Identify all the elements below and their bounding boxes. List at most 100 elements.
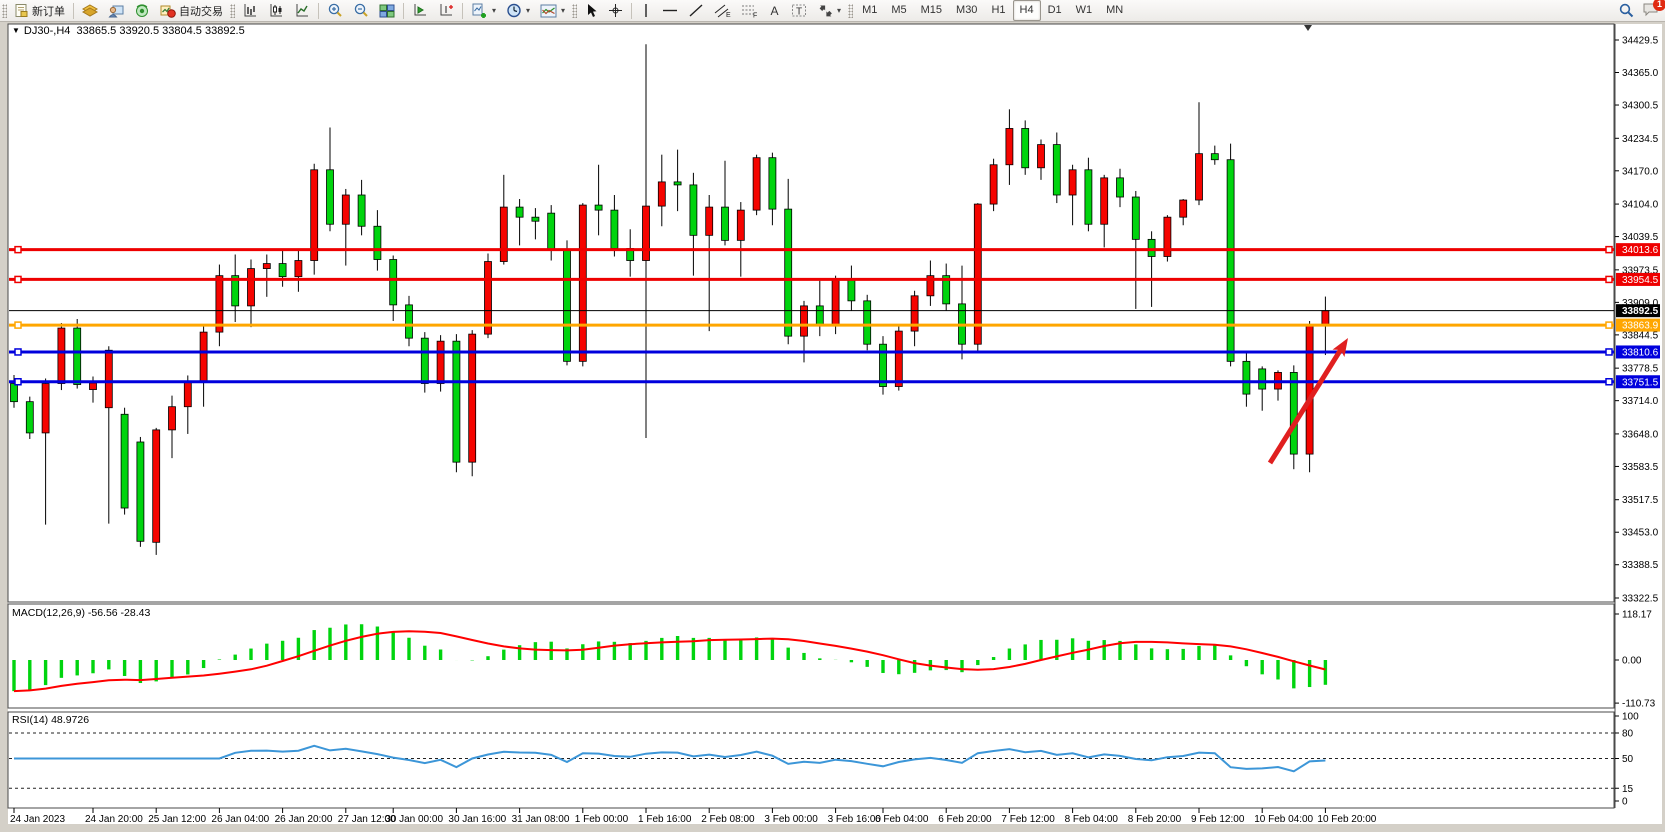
candle[interactable]: [310, 163, 319, 275]
horizontal-line-button[interactable]: [657, 0, 683, 21]
candle[interactable]: [1210, 145, 1219, 165]
candle[interactable]: [910, 290, 919, 347]
templates-button[interactable]: ▾: [535, 0, 570, 21]
candle[interactable]: [531, 208, 540, 240]
zoom-in-button[interactable]: [322, 0, 348, 21]
line-chart-button[interactable]: [289, 0, 315, 21]
candle[interactable]: [1116, 168, 1124, 208]
candle[interactable]: [1258, 366, 1267, 411]
rsi-pane[interactable]: [7, 711, 1615, 809]
new-order-button[interactable]: 新订单: [9, 0, 70, 21]
candle[interactable]: [894, 326, 903, 391]
candle[interactable]: [136, 436, 145, 547]
candle[interactable]: [863, 294, 872, 351]
candle[interactable]: [357, 179, 366, 236]
toolbar-grip[interactable]: [230, 3, 235, 18]
candle[interactable]: [1037, 139, 1045, 180]
candle[interactable]: [1084, 157, 1093, 232]
candle[interactable]: [1147, 231, 1156, 307]
line-handle[interactable]: [1605, 245, 1613, 254]
candle[interactable]: [1179, 199, 1188, 226]
candle[interactable]: [768, 152, 777, 226]
tf-mn-button[interactable]: MN: [1106, 4, 1124, 16]
line-handle[interactable]: [14, 348, 22, 356]
tf-m15-button[interactable]: M15: [920, 4, 943, 16]
candle[interactable]: [73, 319, 82, 389]
tf-m5-button[interactable]: M5: [891, 4, 907, 16]
tf-d1-button[interactable]: D1: [1047, 4, 1062, 16]
candle[interactable]: [262, 254, 271, 297]
candle[interactable]: [594, 164, 603, 236]
candle[interactable]: [784, 178, 793, 345]
bar-chart-button[interactable]: [237, 0, 263, 21]
tf-m30-button[interactable]: M30: [956, 4, 978, 16]
trendline-button[interactable]: [683, 0, 709, 21]
chart-shift-marker[interactable]: [1304, 25, 1312, 31]
new-chart-button[interactable]: ▾: [466, 0, 501, 21]
text-button[interactable]: A: [763, 0, 786, 21]
vertical-line-button[interactable]: [635, 0, 657, 21]
fibonacci-button[interactable]: F: [736, 0, 763, 21]
candlestick-chart-button[interactable]: [263, 0, 289, 21]
candle[interactable]: [673, 149, 682, 212]
candle[interactable]: [168, 395, 176, 459]
candle[interactable]: [405, 295, 413, 347]
tile-windows-button[interactable]: [374, 0, 400, 21]
text-label-button[interactable]: T: [786, 0, 812, 21]
cursor-button[interactable]: [579, 0, 603, 21]
line-handle[interactable]: [14, 321, 22, 329]
candle[interactable]: [152, 427, 161, 555]
candle[interactable]: [973, 203, 982, 352]
price-axis[interactable]: 34429.5 34365.0 34300.5 34234.5 34170.0 34104…: [1615, 36, 1659, 605]
candle[interactable]: [120, 407, 129, 515]
line-handle[interactable]: [14, 245, 22, 254]
auto-scroll-button[interactable]: [407, 0, 433, 21]
horizontal-level-line[interactable]: 34013.6: [9, 243, 1660, 257]
candle[interactable]: [1005, 109, 1014, 185]
notifications-button[interactable]: 1: [1642, 0, 1665, 20]
candle[interactable]: [326, 127, 334, 232]
horizontal-level-line[interactable]: 33751.5: [9, 375, 1660, 389]
horizontal-level-line[interactable]: 33954.5: [9, 272, 1660, 286]
candle[interactable]: [657, 154, 666, 227]
candle[interactable]: [752, 154, 761, 216]
candle[interactable]: [942, 263, 951, 311]
arrows-button[interactable]: ▾: [812, 0, 846, 21]
candle[interactable]: [1052, 132, 1061, 204]
candle[interactable]: [452, 334, 461, 473]
candle[interactable]: [736, 202, 745, 277]
candle[interactable]: [373, 210, 382, 271]
candle[interactable]: [578, 203, 587, 367]
candle[interactable]: [420, 332, 429, 393]
data-feed-button[interactable]: [129, 0, 155, 21]
line-handle[interactable]: [1605, 378, 1613, 386]
candle[interactable]: [989, 158, 998, 212]
candle[interactable]: [1195, 102, 1203, 206]
price-pane[interactable]: [7, 23, 1615, 603]
candle[interactable]: [294, 249, 303, 292]
candle[interactable]: [705, 195, 714, 332]
line-handle[interactable]: [1605, 321, 1613, 329]
candle[interactable]: [689, 172, 698, 276]
candle[interactable]: [563, 240, 571, 366]
tf-m1-button[interactable]: M1: [862, 4, 878, 16]
candle[interactable]: [341, 188, 350, 266]
collapse-triangle-icon[interactable]: ▼: [12, 26, 20, 35]
tf-h4-button[interactable]: H4: [1012, 0, 1041, 21]
search-icon[interactable]: [1619, 3, 1634, 18]
toolbar-grip[interactable]: [2, 3, 7, 18]
crosshair-button[interactable]: [603, 0, 628, 21]
line-handle[interactable]: [1605, 348, 1613, 356]
candle[interactable]: [468, 330, 477, 477]
candle[interactable]: [1068, 164, 1077, 226]
candle[interactable]: [389, 255, 398, 322]
charts-bar-button[interactable]: [77, 0, 103, 21]
candle[interactable]: [926, 260, 935, 306]
toolbar-grip[interactable]: [848, 3, 854, 18]
horizontal-level-line[interactable]: 33863.9: [9, 318, 1660, 332]
zoom-out-button[interactable]: [348, 0, 374, 21]
tf-w1-button[interactable]: W1: [1075, 4, 1093, 16]
candle[interactable]: [1242, 351, 1251, 407]
candle[interactable]: [104, 346, 113, 524]
